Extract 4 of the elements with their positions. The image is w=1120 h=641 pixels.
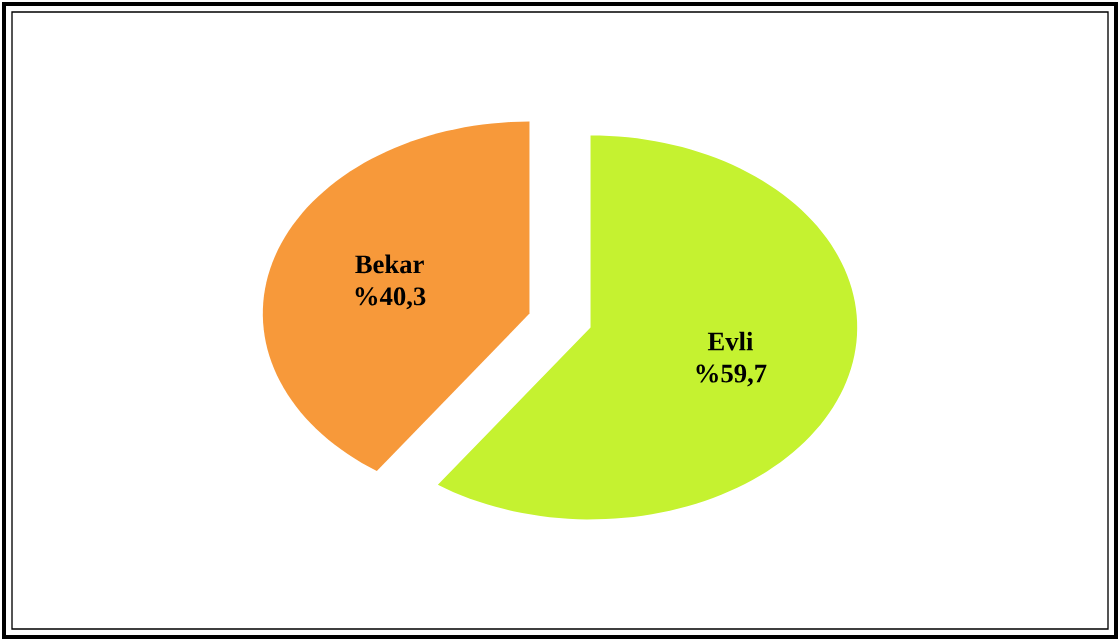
slice-label: Evli	[707, 331, 754, 351]
data-label: %40,3	[355, 287, 426, 310]
slice-label: Bekar	[355, 254, 424, 274]
data-label: %59,7	[696, 364, 767, 387]
